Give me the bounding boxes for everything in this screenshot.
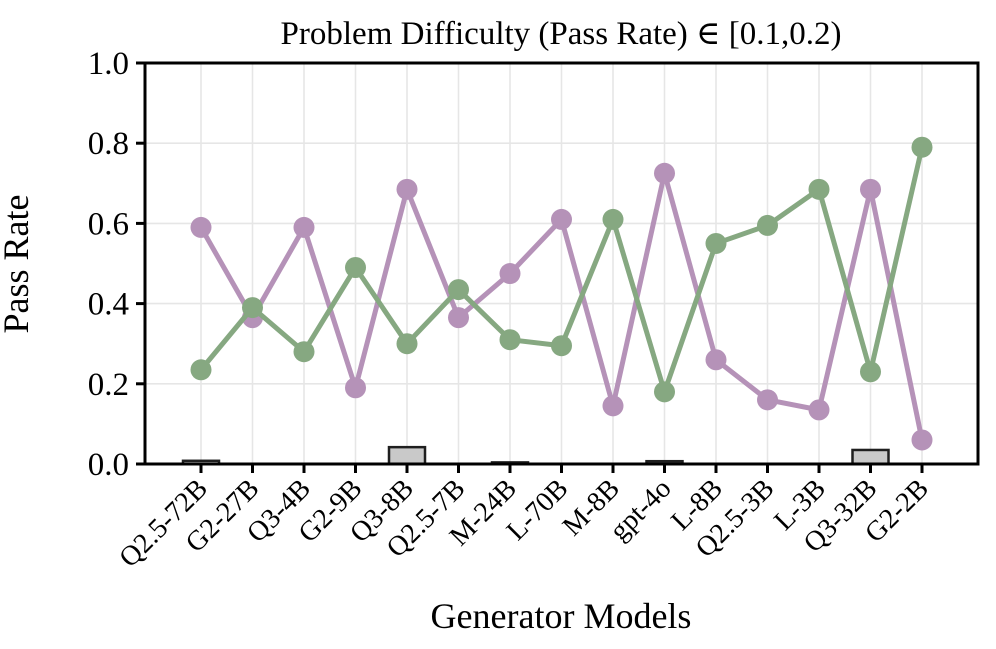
purple-line-series-point	[499, 263, 521, 285]
green-line-series-point	[860, 361, 881, 383]
green-line-series-point	[499, 329, 521, 351]
purple-line-series-point	[345, 377, 366, 399]
green-line-series-point	[705, 232, 727, 254]
y-tick-label: 0.0	[88, 447, 129, 483]
purple-line-series-point	[654, 162, 675, 184]
bar	[851, 448, 890, 466]
y-tick-label: 0.6	[88, 206, 129, 242]
green-line-series-point	[396, 333, 418, 355]
y-tick-label: 0.8	[88, 126, 129, 162]
green-line-series-point	[551, 335, 572, 357]
purple-line-series-point	[705, 349, 727, 371]
green-line-series-point	[757, 214, 778, 236]
y-axis-label: Pass Rate	[0, 195, 36, 334]
purple-line-series-point	[808, 399, 830, 421]
chart-title: Problem Difficulty (Pass Rate) ∈ [0.1,0.…	[281, 16, 842, 52]
green-line-series-point	[808, 178, 830, 200]
green-line-series-point	[448, 279, 469, 301]
green-line-series-point	[190, 359, 212, 381]
y-tick-label: 0.4	[88, 287, 129, 323]
purple-line-series-point	[448, 307, 469, 329]
green-line-series-point	[911, 136, 933, 158]
purple-line-series-point	[293, 216, 315, 238]
green-line-series-point	[654, 381, 675, 403]
purple-line-series-point	[860, 178, 881, 200]
purple-line-series-point	[602, 395, 624, 417]
y-tick-label: 1.0	[88, 46, 129, 82]
x-axis-label: Generator Models	[431, 596, 692, 636]
green-line-series-point	[293, 341, 315, 363]
purple-line-series-point	[551, 208, 572, 230]
green-line-series-point	[345, 257, 366, 279]
bar	[387, 445, 427, 466]
purple-line-series-point	[757, 389, 778, 411]
purple-line-series-point	[190, 216, 212, 238]
purple-line-series-point	[396, 178, 418, 200]
y-tick-label: 0.2	[88, 367, 129, 403]
green-line-series-point	[242, 297, 263, 319]
green-line-series-point	[602, 208, 624, 230]
purple-line-series-point	[911, 429, 933, 451]
